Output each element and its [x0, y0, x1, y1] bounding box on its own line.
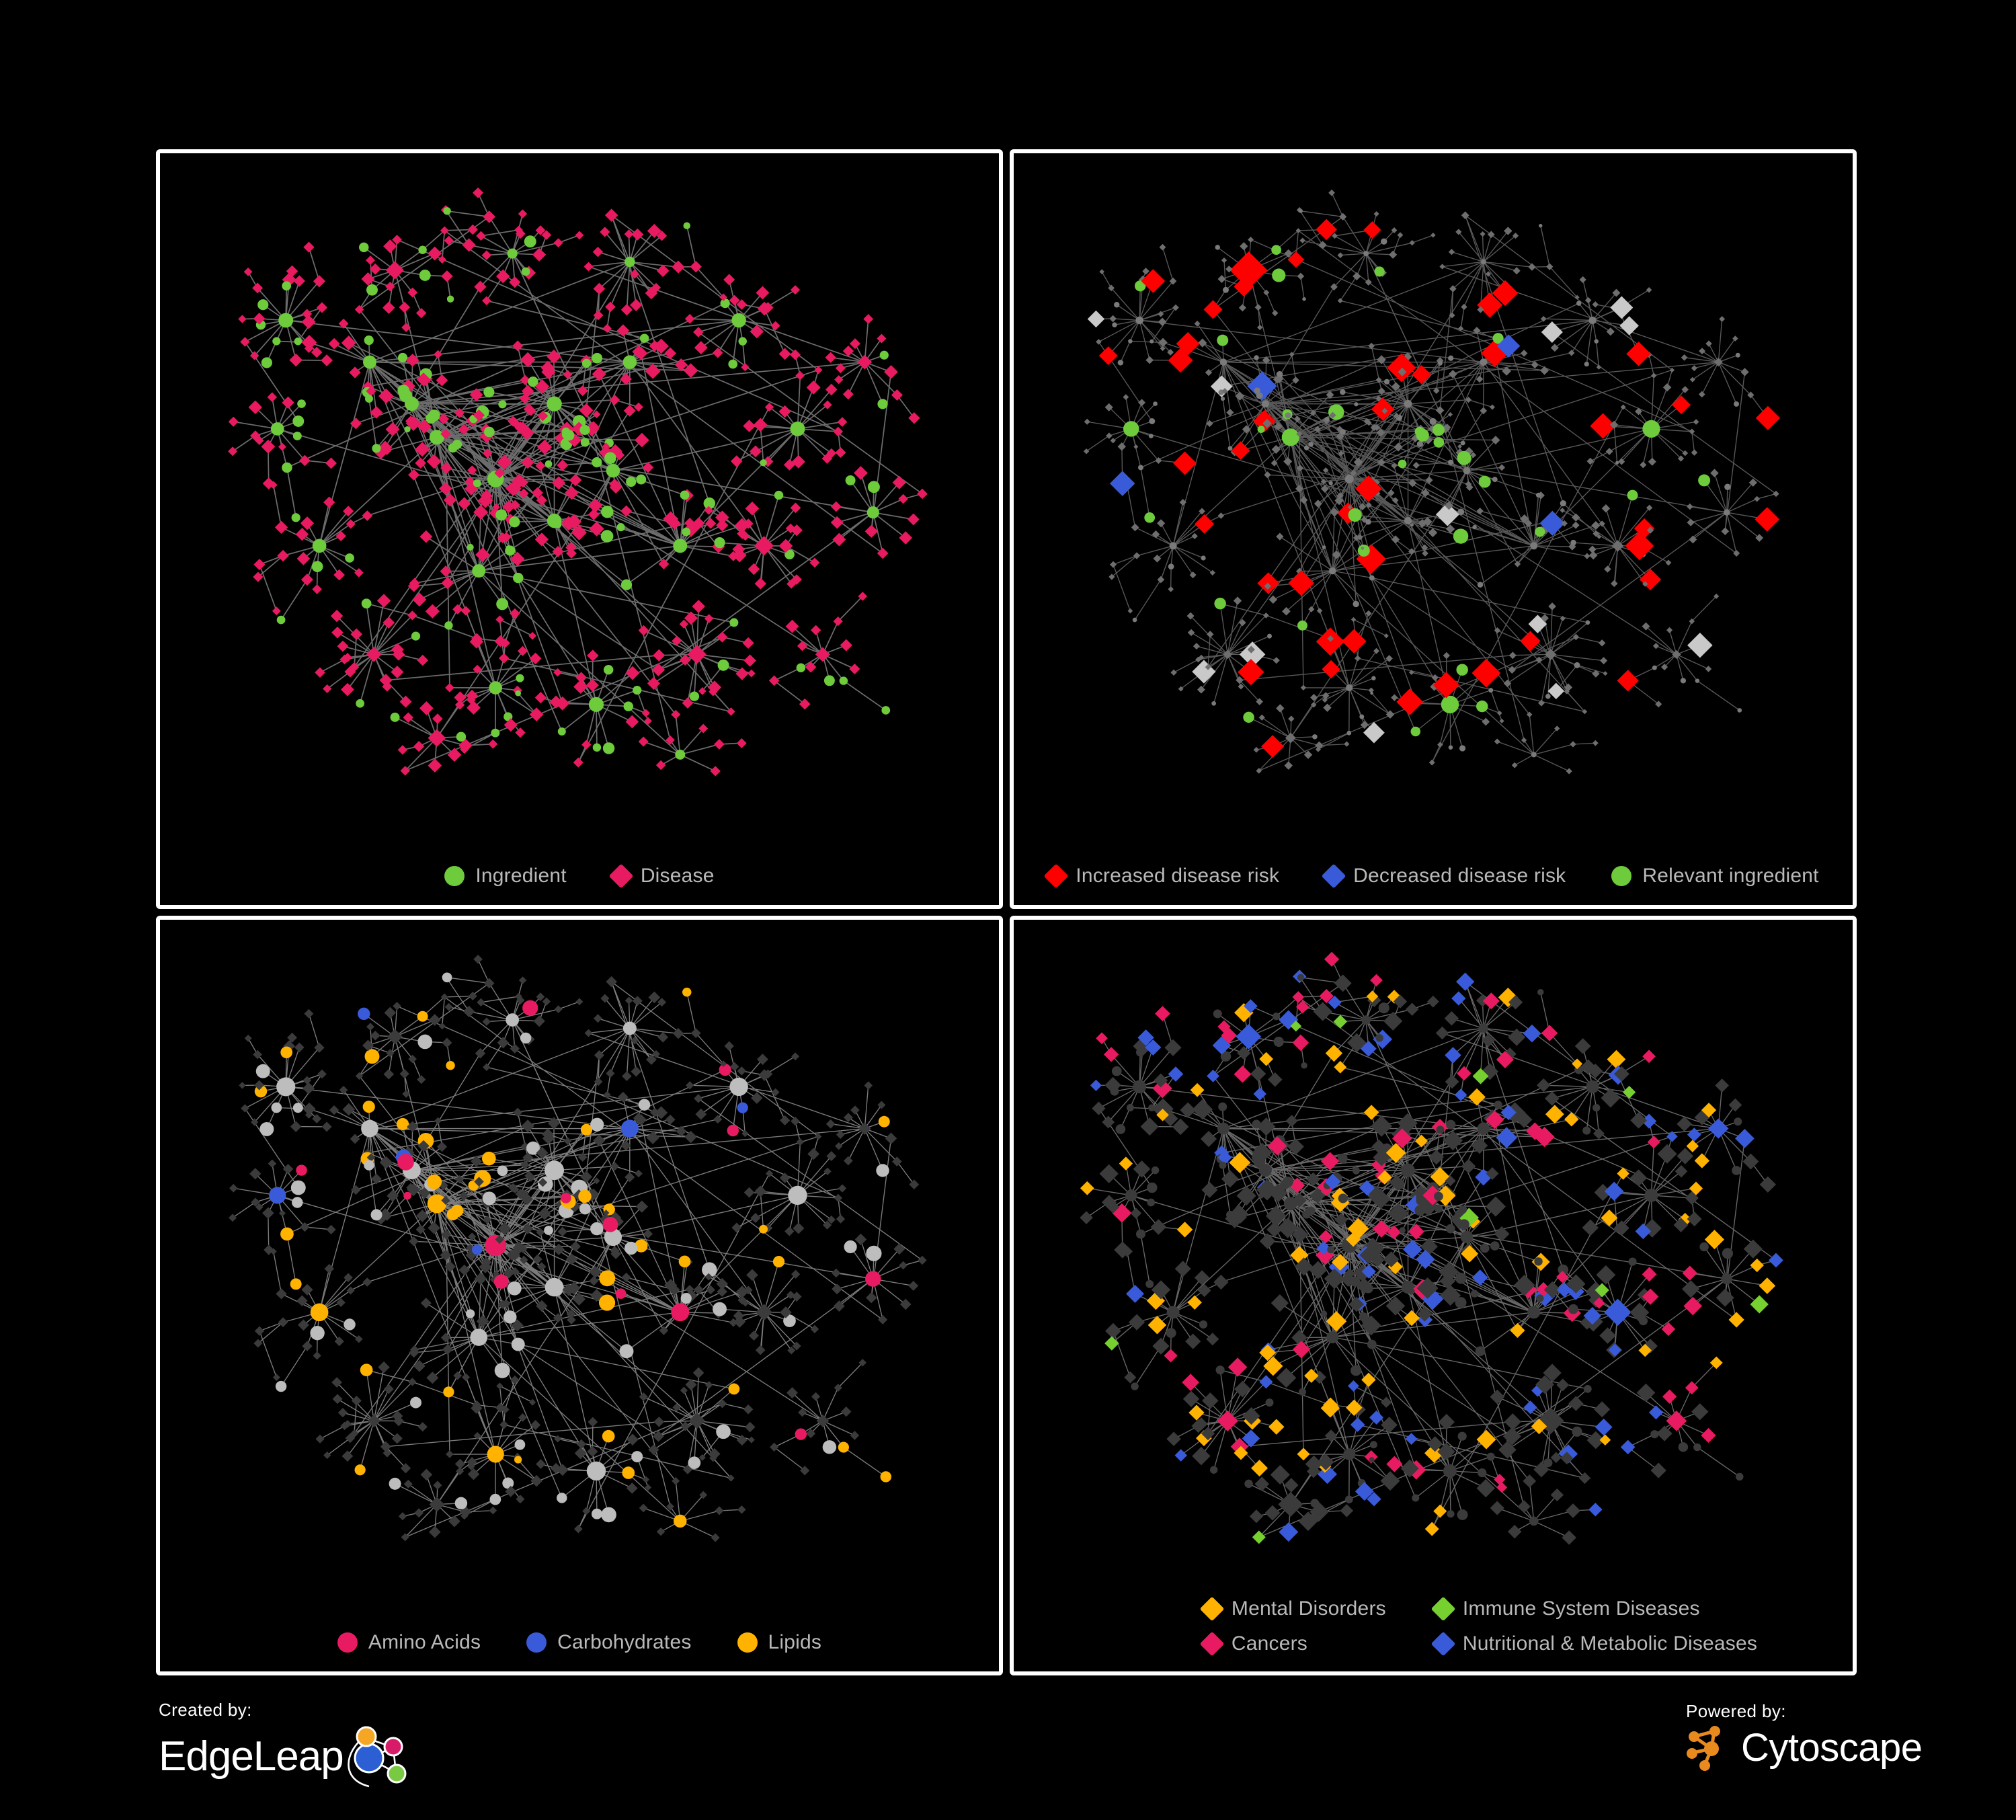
created-by-kicker: Created by:: [159, 1700, 252, 1720]
panel-disease-class-network[interactable]: Mental Disorders Immune System Diseases …: [1010, 916, 1857, 1675]
cytoscape-brand-name: Cytoscape: [1741, 1725, 1923, 1770]
network-canvas-3[interactable]: [160, 920, 999, 1671]
network-svg-4: [1080, 951, 1783, 1545]
created-by-block: Created by: EdgeLeap: [159, 1700, 420, 1792]
cytoscape-brand-row: Cytoscape: [1686, 1725, 1923, 1772]
powered-by-kicker: Powered by:: [1686, 1701, 1786, 1721]
network-canvas-4[interactable]: [1014, 920, 1853, 1671]
network-canvas-1[interactable]: [160, 153, 999, 905]
edgeleap-brand-row: EdgeLeap: [159, 1722, 420, 1792]
footer: Created by: EdgeLeap Powered by:: [0, 1681, 2016, 1820]
edgeleap-logo-icon: [347, 1726, 407, 1788]
powered-by-block: Powered by: Cytoscape: [1686, 1701, 1923, 1772]
network-canvas-2[interactable]: [1014, 153, 1853, 905]
edgeleap-brand-name: EdgeLeap: [159, 1733, 344, 1780]
panel-ingredient-class-network[interactable]: Amino Acids Carbohydrates Lipids: [156, 916, 1003, 1675]
network-svg-2: [1083, 189, 1781, 775]
cytoscape-logo-icon: [1687, 1726, 1720, 1771]
panel-ingredient-disease-network[interactable]: Ingredient Disease: [156, 149, 1003, 909]
panel-grid: Ingredient Disease Increased disease ris…: [156, 149, 1857, 1675]
panel-disease-risk-network[interactable]: Increased disease risk Decreased disease…: [1010, 149, 1857, 909]
network-svg-1: [228, 187, 928, 777]
network-svg-3: [229, 954, 927, 1542]
